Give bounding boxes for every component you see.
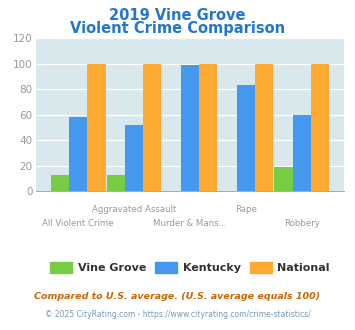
Text: Violent Crime Comparison: Violent Crime Comparison: [70, 21, 285, 36]
Bar: [199, 63, 217, 191]
Text: Aggravated Assault: Aggravated Assault: [92, 205, 176, 214]
Bar: [87, 63, 105, 191]
Text: 2019 Vine Grove: 2019 Vine Grove: [109, 8, 246, 23]
Legend: Vine Grove, Kentucky, National: Vine Grove, Kentucky, National: [45, 258, 334, 278]
Bar: [237, 85, 255, 191]
Text: © 2025 CityRating.com - https://www.cityrating.com/crime-statistics/: © 2025 CityRating.com - https://www.city…: [45, 310, 310, 319]
Text: Robbery: Robbery: [284, 219, 320, 228]
Bar: [311, 63, 329, 191]
Text: Compared to U.S. average. (U.S. average equals 100): Compared to U.S. average. (U.S. average …: [34, 292, 321, 301]
Bar: [51, 175, 69, 191]
Bar: [69, 117, 87, 191]
Bar: [274, 167, 293, 191]
Bar: [143, 63, 162, 191]
Text: Rape: Rape: [235, 205, 257, 214]
Bar: [255, 63, 273, 191]
Text: All Violent Crime: All Violent Crime: [42, 219, 114, 228]
Bar: [293, 115, 311, 191]
Bar: [106, 175, 125, 191]
Bar: [181, 65, 199, 191]
Text: Murder & Mans...: Murder & Mans...: [153, 219, 227, 228]
Bar: [125, 125, 143, 191]
